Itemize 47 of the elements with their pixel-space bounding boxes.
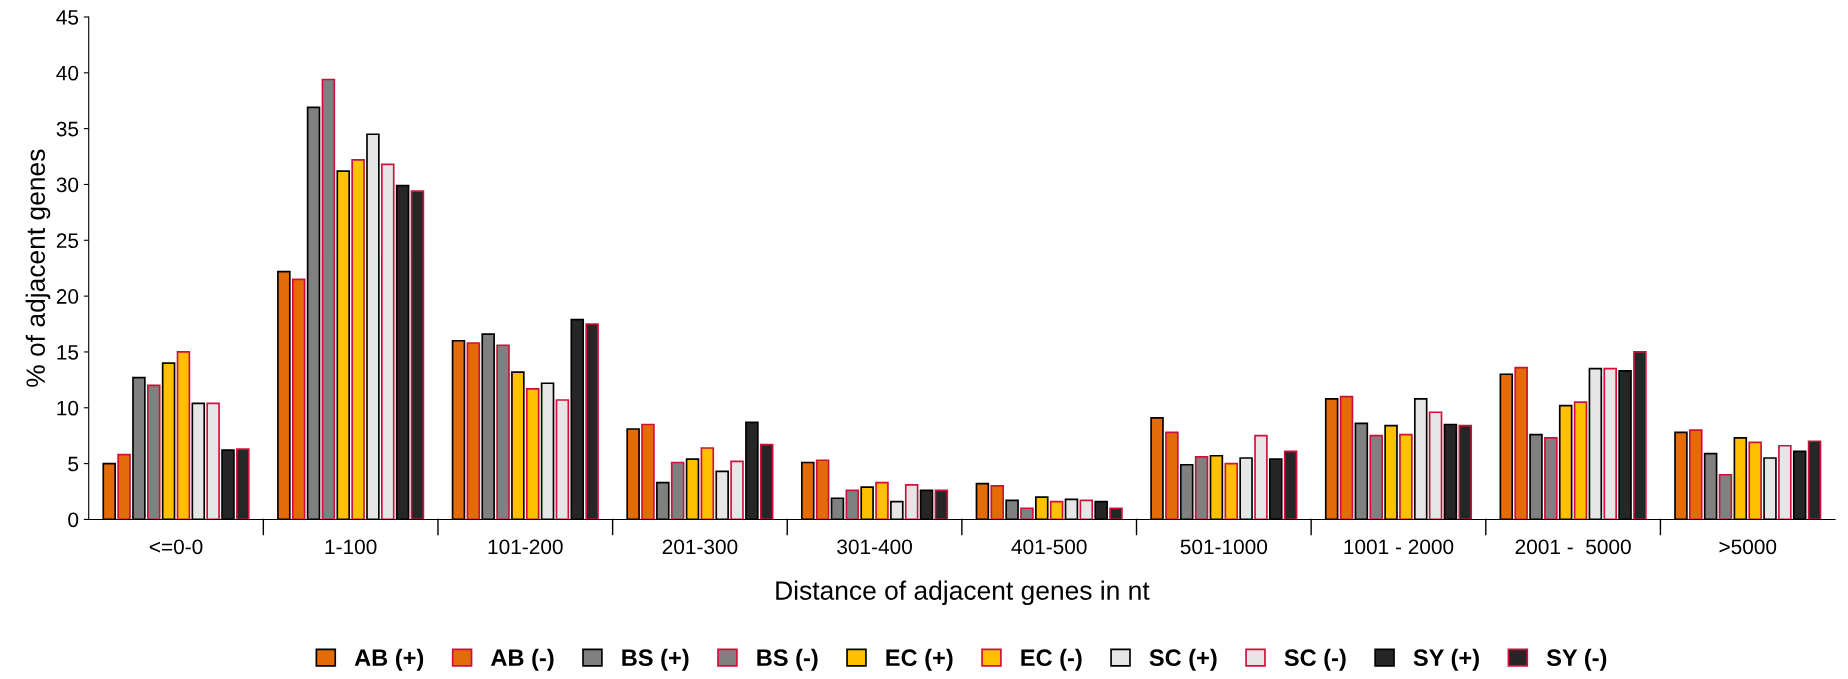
x-tick-label: <=0-0 [149, 539, 203, 555]
bar [321, 78, 336, 520]
bar [555, 399, 570, 520]
legend-label: SY (-) [1546, 648, 1607, 671]
x-tick-label: 1001 - 2000 [1344, 539, 1454, 555]
bar [1339, 395, 1354, 520]
x-tick-label: 1-100 [325, 539, 377, 555]
bar [1079, 499, 1094, 520]
bar [1573, 401, 1588, 520]
bar [176, 351, 191, 520]
y-tick-label: 0 [68, 512, 79, 528]
x-tick-label: 2001 - 5000 [1515, 539, 1631, 555]
bar [1458, 424, 1473, 520]
x-tick-label: 401-500 [1011, 539, 1087, 555]
y-tick-label: 40 [56, 65, 79, 81]
legend-label: AB (+) [354, 648, 424, 671]
y-tick-label: 25 [56, 233, 79, 249]
bar [700, 447, 715, 520]
y-tick-label: 15 [57, 345, 79, 360]
x-tick-label: 201-300 [662, 539, 738, 555]
bar [934, 489, 949, 520]
bar [410, 190, 425, 520]
y-tick-label: 5 [68, 456, 79, 472]
y-tick-label: 30 [56, 177, 79, 193]
bar [845, 489, 860, 520]
legend-label: SY (+) [1413, 648, 1479, 671]
x-tick-label: 101-200 [488, 539, 563, 555]
legend-label: BS (+) [622, 648, 689, 671]
x-axis-title: Distance of adjacent genes in nt [776, 580, 1150, 606]
legend-label: SC (+) [1149, 648, 1217, 671]
bar [1807, 440, 1822, 520]
bar [1718, 473, 1733, 520]
y-tick-label: 35 [56, 121, 79, 137]
x-tick-label: 301-400 [837, 539, 912, 555]
y-tick-label: 45 [56, 10, 79, 25]
legend-label: AB (-) [491, 648, 554, 671]
legend-label: EC (-) [1021, 648, 1082, 671]
y-tick-label: 10 [57, 400, 79, 416]
legend-label: BS (-) [757, 648, 818, 671]
y-tick-label: 20 [56, 289, 79, 304]
x-tick-label: >5000 [1719, 539, 1777, 555]
y-axis-title: % of adjacent genes [25, 149, 51, 387]
bar [1194, 456, 1209, 520]
legend-label: SC (-) [1284, 648, 1346, 671]
bar [466, 342, 481, 520]
x-tick-label: 501-1000 [1180, 539, 1268, 555]
legend-label: EC (+) [886, 648, 953, 671]
